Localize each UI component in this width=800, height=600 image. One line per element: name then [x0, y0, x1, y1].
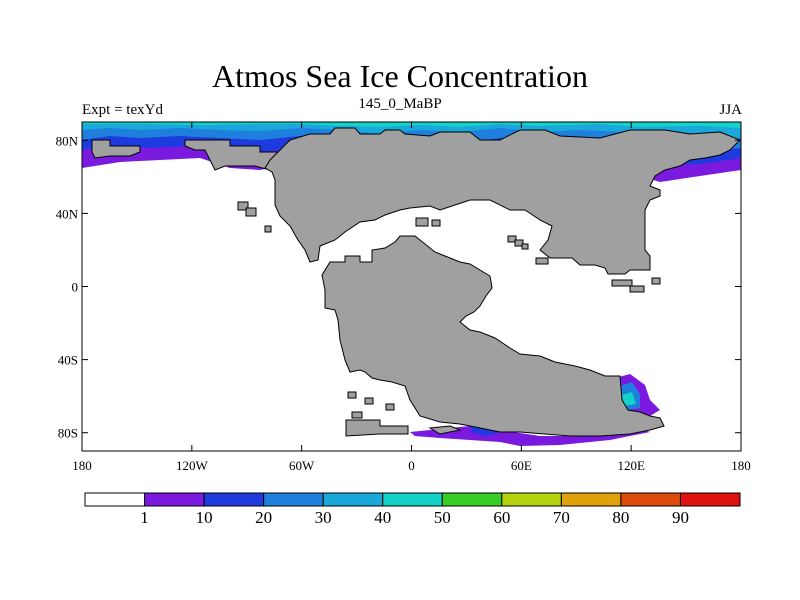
season-label: JJA: [719, 102, 742, 118]
colorbar-label: 10: [196, 508, 213, 527]
colorbar-box: [560, 492, 622, 507]
experiment-label: Expt = texYd: [82, 102, 163, 118]
island: [428, 425, 462, 435]
colorbar-label: 1: [140, 508, 149, 527]
island: [245, 207, 257, 217]
land-masses: [91, 127, 741, 437]
colorbar-label: 40: [374, 508, 391, 527]
island: [415, 217, 429, 227]
colorbar-box: [203, 492, 265, 507]
colorbar-box: [144, 492, 205, 507]
island: [521, 243, 529, 250]
time-label: 145_0_MaBP: [358, 96, 442, 112]
colorbar-box: [501, 492, 562, 507]
island: [535, 257, 549, 265]
colorbar-box: [382, 492, 443, 507]
colorbar-label: 20: [255, 508, 272, 527]
colorbar-label: 30: [315, 508, 332, 527]
island: [237, 201, 249, 211]
y-tick-label: 40S: [58, 353, 78, 368]
colorbar-label: 90: [672, 508, 689, 527]
y-tick-label: 40N: [56, 206, 79, 221]
x-tick-label: 180: [731, 458, 751, 473]
x-axis: 180 120W 60W 0 60E 120E 180: [72, 122, 751, 473]
x-tick-label: 0: [408, 458, 415, 473]
island: [651, 277, 661, 285]
island: [431, 219, 441, 227]
colorbar-box: [263, 492, 324, 507]
island: [611, 279, 633, 287]
landmass-north-america: [91, 139, 141, 159]
island: [347, 391, 357, 399]
x-tick-label: 180: [72, 458, 92, 473]
y-tick-label: 80S: [58, 426, 78, 441]
y-tick-label: 0: [72, 280, 79, 295]
colorbar-box: [620, 492, 681, 507]
x-tick-label: 60E: [511, 458, 532, 473]
y-tick-label: 80N: [56, 133, 79, 148]
plot-title: Atmos Sea Ice Concentration: [212, 58, 588, 94]
landmass-eurasia: [264, 127, 741, 275]
x-tick-label: 60W: [289, 458, 315, 473]
colorbar-box: [679, 492, 741, 507]
colorbar-box: [322, 492, 384, 507]
island: [345, 419, 409, 437]
x-tick-label: 120W: [176, 458, 209, 473]
island: [629, 285, 645, 293]
colorbar-box: [84, 492, 146, 507]
island: [385, 403, 395, 411]
island: [507, 235, 517, 243]
colorbar-box: [441, 492, 503, 507]
island: [514, 239, 524, 247]
colorbar-label: 50: [434, 508, 451, 527]
colorbar: 1 10 20 30 40 50 60 70 80 90: [84, 492, 741, 527]
y-axis: 80N 40N 0 40S 80S: [56, 133, 741, 441]
x-tick-label: 120E: [617, 458, 645, 473]
colorbar-label: 80: [612, 508, 629, 527]
island: [364, 397, 374, 405]
colorbar-label: 60: [493, 508, 510, 527]
colorbar-label: 70: [553, 508, 570, 527]
island: [264, 225, 272, 233]
landmass-gondwana: [321, 235, 665, 437]
island: [351, 411, 363, 419]
map-content: [82, 122, 741, 451]
